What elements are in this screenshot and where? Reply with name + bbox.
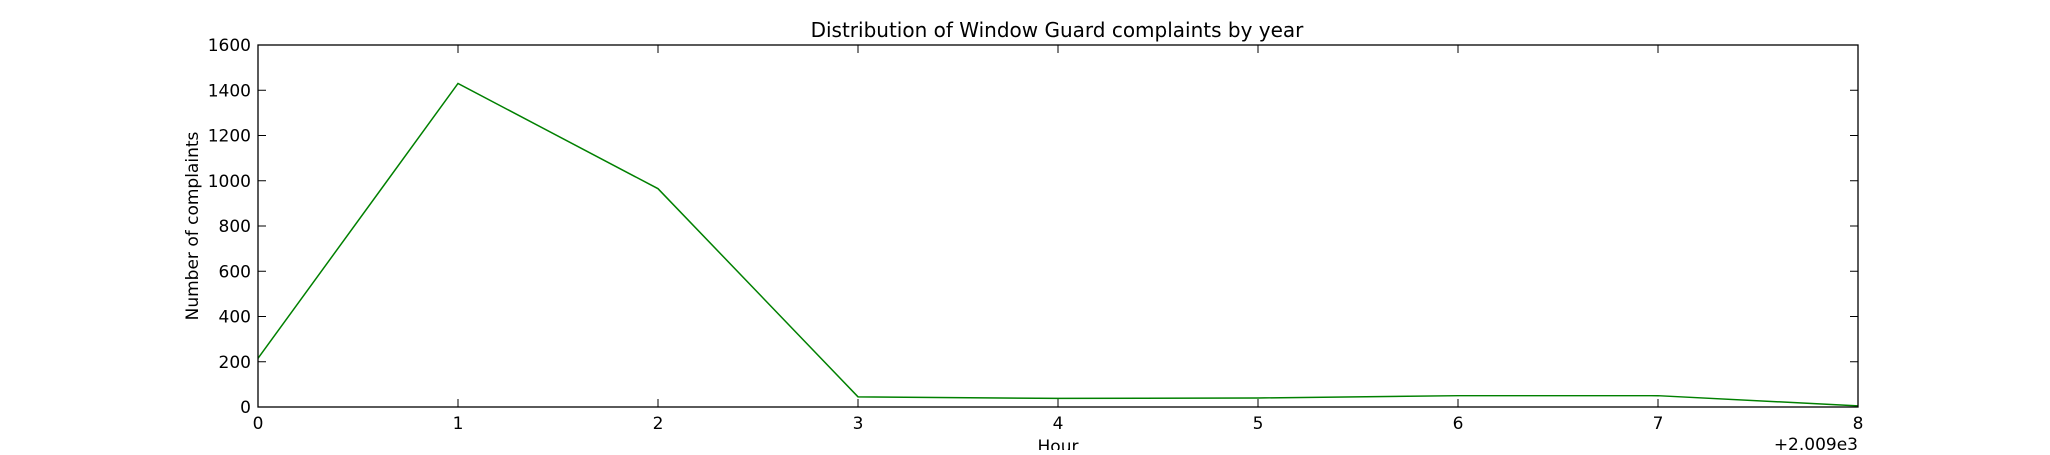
x-tick-label: 0 — [253, 414, 264, 434]
y-tick-label: 400 — [219, 308, 251, 328]
x-axis-ticks: 0 1 2 3 4 5 6 7 8 — [253, 45, 1864, 434]
y-tick-label: 800 — [219, 217, 251, 237]
x-tick-label: 8 — [1853, 414, 1864, 434]
y-tick-label: 1200 — [208, 127, 251, 147]
y-tick-label: 1600 — [208, 36, 251, 56]
y-tick-label: 600 — [219, 262, 251, 282]
y-axis-ticks: 0 200 400 600 800 1000 1200 1400 1600 — [208, 36, 1858, 418]
y-axis-label: Number of complaints — [183, 131, 203, 320]
x-tick-label: 3 — [853, 414, 864, 434]
x-tick-label: 1 — [453, 414, 464, 434]
x-axis-offset-label: +2.009e3 — [1774, 435, 1858, 450]
x-tick-label: 6 — [1453, 414, 1464, 434]
y-tick-label: 0 — [240, 398, 251, 418]
x-tick-label: 5 — [1253, 414, 1264, 434]
y-tick-label: 1400 — [208, 81, 251, 101]
x-axis-label: Hour — [1038, 437, 1079, 450]
x-tick-label: 4 — [1053, 414, 1064, 434]
y-tick-label: 200 — [219, 353, 251, 373]
chart-title: Distribution of Window Guard complaints … — [811, 18, 1305, 42]
plot-frame — [257, 44, 1859, 408]
y-tick-label: 1000 — [208, 172, 251, 192]
series-layer — [257, 82, 1859, 407]
x-tick-label: 7 — [1653, 414, 1664, 434]
series-line — [257, 82, 1859, 407]
x-tick-label: 2 — [653, 414, 664, 434]
